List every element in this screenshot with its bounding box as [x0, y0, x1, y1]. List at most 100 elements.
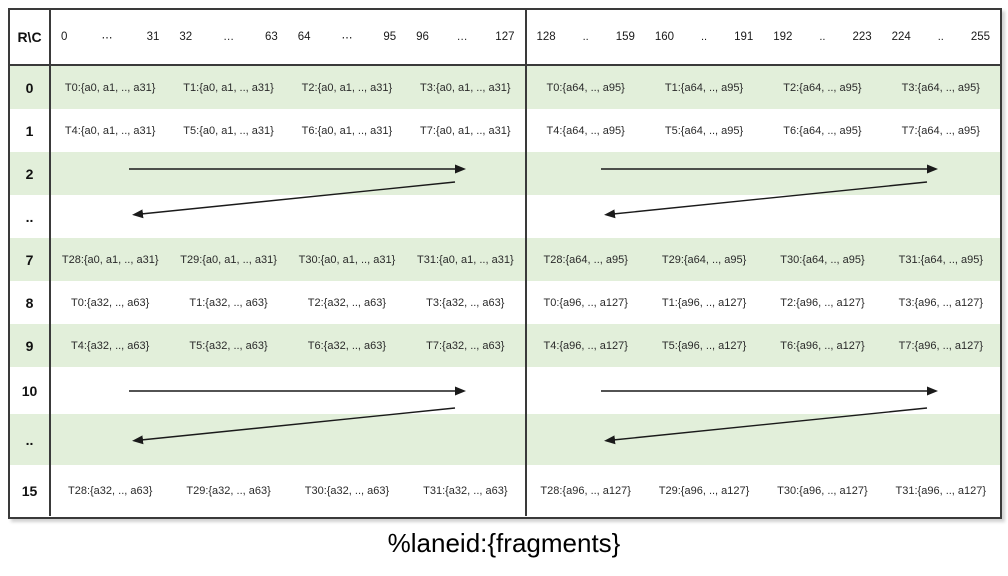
table-cell: T0:{a64, .., a95}	[546, 81, 625, 94]
row-label: 1	[10, 109, 51, 152]
table-row: 10	[10, 367, 1000, 414]
table-cell: T28:{a64, .., a95}	[543, 253, 628, 266]
table-cell	[763, 367, 881, 414]
column-header-number: 95	[383, 31, 397, 43]
table-cell: T4:{a32, .., a63}	[71, 339, 150, 352]
table-cell	[527, 152, 645, 195]
table-cell	[169, 414, 287, 465]
column-header-number: 63	[264, 31, 278, 43]
column-header: 128.. 159	[527, 10, 645, 64]
table-cell	[288, 152, 406, 195]
table-cell: T1:{a64, .., a95}	[664, 81, 744, 94]
table-cell: T1:{a32, .., a63}	[189, 296, 268, 309]
table-cell: T30:{a0, a1, .., a31}	[298, 253, 396, 266]
column-header-number: 159	[615, 31, 635, 43]
table-cell	[406, 414, 527, 465]
table-cell: T5:{a64, .., a95}	[664, 124, 744, 137]
column-header-number: 160	[654, 31, 675, 43]
table-cell: T5:{a0, a1, .., a31}	[183, 124, 274, 137]
table-cell: T7:{a32, .., a63}	[406, 324, 527, 367]
row-label: 2	[10, 152, 51, 195]
table-cell: T3:{a96, .., a127}	[898, 296, 984, 309]
table-cell	[645, 414, 763, 465]
table-cell: T5:{a32, .., a63}	[189, 339, 268, 352]
table-row: 9 T4:{a32, .., a63} T5:{a32, .., a63} T6:{a…	[10, 324, 1000, 367]
table-cell: T31:{a64, .., a95}	[898, 253, 984, 266]
table-cell: T28:{a32, .., a63}	[67, 484, 153, 497]
table-row: ..	[10, 195, 1000, 238]
table-cell: T29:{a64, .., a95}	[661, 253, 747, 266]
table-cell	[51, 195, 169, 238]
table-body: 0 T0:{a0, a1, .., a31} T1:{a0, a1, .., a31…	[10, 66, 1000, 516]
table-cell: T31:{a32, .., a63}	[406, 465, 527, 516]
table-cell	[763, 152, 881, 195]
table-cell	[288, 195, 406, 238]
column-header-number: 127	[495, 31, 515, 43]
table-row: ..	[10, 414, 1000, 465]
table-cell: T2:{a32, .., a63}	[307, 296, 387, 309]
table-cell	[882, 152, 1000, 195]
table-header-row: R\C 0 ⋯ 31 32 … 63 64 ⋯ 95 96 … 127 128.. 159 160.. 191…	[10, 10, 1000, 66]
column-header-number: 64	[297, 31, 311, 43]
table-cell	[406, 195, 527, 238]
table-cell: T6:{a32, .., a63}	[307, 339, 387, 352]
table-cell	[763, 414, 881, 465]
column-header: 64 ⋯ 95	[288, 10, 406, 64]
table-cell	[51, 367, 169, 414]
column-header-number: 32	[179, 31, 193, 43]
table-cell: T28:{a96, .., a127}	[540, 484, 631, 497]
column-header: 160.. 191	[645, 10, 763, 64]
column-header-dots: …	[223, 31, 235, 43]
column-header-number: 31	[146, 31, 160, 43]
table-cell	[763, 195, 881, 238]
table-cell: T31:{a0, a1, .., a31}	[406, 238, 527, 281]
table-cell: T29:{a96, .., a127}	[658, 484, 750, 497]
table-cell: T29:{a0, a1, .., a31}	[180, 253, 277, 266]
table-cell: T0:{a32, .., a63}	[71, 296, 150, 309]
table-cell: T3:{a0, a1, .., a31}	[406, 66, 527, 109]
column-header-number: 0	[61, 31, 68, 43]
column-header-dots: ⋯	[341, 31, 353, 44]
table-cell: T2:{a0, a1, .., a31}	[301, 81, 393, 94]
table-cell: T3:{a64, .., a95}	[901, 81, 980, 94]
table-cell	[645, 152, 763, 195]
row-label: ..	[10, 195, 51, 238]
table-row: 15 T28:{a32, .., a63} T29:{a32, .., a63} T3…	[10, 465, 1000, 516]
caption: %laneid:{fragments}	[387, 528, 621, 558]
table-cell: T7:{a64, .., a95}	[901, 124, 980, 137]
table-cell: T6:{a0, a1, .., a31}	[301, 124, 393, 137]
column-header-dots: …	[456, 31, 468, 43]
table-cell: T2:{a64, .., a95}	[783, 81, 862, 94]
row-label: 0	[10, 66, 51, 109]
table-cell: T7:{a0, a1, .., a31}	[406, 109, 527, 152]
column-header: 32 … 63	[169, 10, 287, 64]
table-row: 1 T4:{a0, a1, .., a31} T5:{a0, a1, .., a31…	[10, 109, 1000, 152]
table-cell	[882, 367, 1000, 414]
table-row: 7 T28:{a0, a1, .., a31} T29:{a0, a1, .., a…	[10, 238, 1000, 281]
table-cell: T30:{a32, .., a63}	[304, 484, 390, 497]
column-header-number: 96	[416, 31, 429, 43]
column-header: 0 ⋯ 31	[51, 10, 169, 64]
table-cell: T28:{a0, a1, .., a31}	[61, 253, 159, 266]
table-cell	[406, 152, 527, 195]
table-cell	[406, 367, 527, 414]
table-cell	[169, 367, 287, 414]
table-cell: T4:{a0, a1, .., a31}	[64, 124, 156, 137]
table-cell: T30:{a64, .., a95}	[780, 253, 865, 266]
table-cell: T1:{a96, .., a127}	[661, 296, 747, 309]
table-cell	[645, 367, 763, 414]
table-cell	[288, 367, 406, 414]
table-cell	[527, 367, 645, 414]
table-cell	[527, 195, 645, 238]
row-label: ..	[10, 414, 51, 465]
row-label: 10	[10, 367, 51, 414]
column-header: 224.. 255	[882, 10, 1000, 64]
table-row: 2	[10, 152, 1000, 195]
table-cell	[51, 152, 169, 195]
column-header-dots: ..	[819, 31, 826, 43]
table-cell	[882, 414, 1000, 465]
table-row: 0 T0:{a0, a1, .., a31} T1:{a0, a1, .., a31…	[10, 66, 1000, 109]
column-header-number: 223	[852, 31, 872, 43]
row-label: 8	[10, 281, 51, 324]
